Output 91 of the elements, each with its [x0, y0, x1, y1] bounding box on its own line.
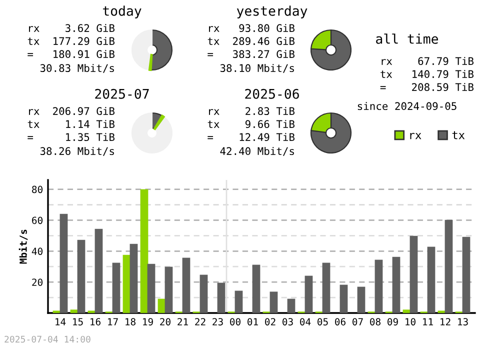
text: rx 93.80 GiB — [209, 24, 295, 32]
x-tick-label: 20 — [160, 318, 170, 326]
bar — [252, 264, 260, 313]
y-axis-title: Mbit/s — [18, 230, 28, 264]
x-tick-label: 22 — [195, 318, 206, 326]
bar — [140, 189, 148, 313]
x-tick-label: 21 — [178, 318, 188, 326]
y-tick-label: 80 — [32, 186, 43, 194]
bar — [287, 298, 296, 313]
x-tick-label: 19 — [143, 318, 153, 326]
text: rx 206.97 GiB — [29, 106, 115, 116]
legend-label: tx — [452, 131, 465, 140]
bar — [357, 286, 366, 313]
x-tick-label: 01 — [248, 318, 258, 326]
x-tick-label: 10 — [406, 318, 416, 326]
bar — [444, 220, 453, 313]
x-tick-label: 15 — [73, 318, 83, 326]
text: tx 177.29 GiB — [28, 36, 115, 46]
chart-title: 2025-06 — [245, 88, 299, 99]
bar — [374, 260, 383, 313]
x-tick-label: 17 — [108, 318, 118, 326]
chart-title: yesterday — [236, 6, 308, 18]
donut-slice — [148, 54, 153, 72]
bar — [427, 246, 436, 313]
text: = 12.49 TiB — [208, 132, 295, 142]
text: 2025-07-04 14:00 — [4, 336, 90, 343]
text: 42.40 Mbit/s — [220, 146, 294, 156]
x-tick-label: 09 — [388, 318, 398, 326]
bar — [182, 258, 190, 313]
x-tick-label: 04 — [300, 318, 311, 326]
x-tick-label: 18 — [126, 318, 136, 326]
bar — [112, 262, 120, 313]
y-tick-label: 40 — [32, 248, 43, 255]
text: 38.26 Mbit/s — [40, 146, 114, 156]
bar — [60, 214, 68, 313]
text: = 208.59 TiB — [380, 82, 474, 92]
x-tick-label: 07 — [352, 318, 363, 326]
bar — [402, 310, 411, 313]
text: tx 1.14 TiB — [28, 120, 115, 128]
y-tick-label: 60 — [32, 216, 43, 224]
bar — [392, 256, 400, 313]
bar — [70, 310, 78, 313]
x-tick-label: 14 — [56, 318, 66, 326]
legend-label: rx — [410, 132, 422, 140]
x-tick-label: 06 — [335, 318, 346, 326]
text: 38.10 Mbit/s — [220, 64, 294, 73]
x-tick-label: 08 — [370, 318, 380, 326]
donut-slice — [131, 112, 173, 154]
text: all time — [376, 34, 438, 44]
x-tick-label: 13 — [458, 318, 468, 326]
bar — [234, 290, 243, 313]
text: = 1.35 TiB — [28, 132, 115, 142]
bar — [270, 292, 278, 313]
x-tick-label: 05 — [318, 318, 328, 326]
text: = 383.27 GiB — [208, 50, 295, 58]
x-tick-label: 11 — [423, 318, 433, 326]
text: rx 2.83 TiB — [209, 106, 295, 116]
bar — [164, 266, 173, 313]
x-tick-label: 12 — [440, 318, 450, 326]
text: = 180.91 GiB — [28, 50, 115, 58]
text: since 2024-09-05 — [358, 102, 456, 110]
x-tick-label: 03 — [282, 318, 293, 326]
text: tx 9.66 TiB — [208, 120, 295, 128]
bar — [410, 236, 418, 313]
y-tick-label: 20 — [32, 278, 43, 286]
chart-title: today — [102, 6, 142, 18]
donut-slice — [150, 29, 173, 71]
bar — [147, 264, 156, 313]
text: tx 289.46 GiB — [208, 36, 295, 46]
chart-title: 2025-07 — [95, 88, 149, 99]
text: tx 140.79 TiB — [380, 70, 474, 78]
bar — [322, 262, 330, 313]
bar — [304, 276, 313, 313]
bar — [340, 284, 348, 313]
donut-slice — [310, 29, 352, 71]
text: 30.83 Mbit/s — [40, 64, 114, 73]
donut-slice — [310, 112, 352, 154]
x-tick-label: 16 — [90, 318, 100, 326]
bar — [200, 274, 208, 313]
bar — [130, 244, 138, 313]
bar — [462, 236, 470, 313]
x-tick-label: 02 — [265, 318, 276, 326]
x-tick-label: 23 — [212, 318, 223, 326]
text: rx 67.79 TiB — [382, 56, 474, 66]
donut-slice — [154, 114, 165, 130]
bar — [217, 282, 226, 313]
x-tick-label: 00 — [230, 318, 240, 326]
donut-slice — [131, 29, 153, 70]
bar — [94, 228, 103, 313]
bar — [77, 240, 86, 313]
text: rx 3.62 GiB — [29, 24, 115, 32]
